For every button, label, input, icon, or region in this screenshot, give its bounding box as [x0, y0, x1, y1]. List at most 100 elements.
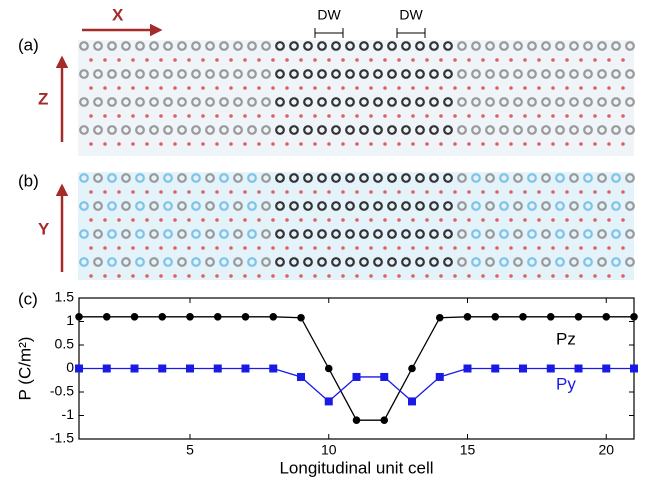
- atom: [131, 274, 135, 278]
- atom: [79, 41, 89, 51]
- atom: [145, 218, 149, 222]
- atom: [247, 173, 257, 183]
- structure-b: [78, 172, 635, 280]
- atom: [565, 246, 569, 250]
- atom: [243, 142, 247, 146]
- atom: [135, 125, 145, 135]
- atom: [551, 218, 555, 222]
- atom: [383, 142, 387, 146]
- atom: [359, 173, 369, 183]
- atom: [551, 142, 555, 146]
- atom: [121, 201, 131, 211]
- atom: [523, 218, 527, 222]
- atom: [177, 201, 187, 211]
- atom: [317, 97, 327, 107]
- atom: [355, 246, 359, 250]
- atom: [79, 257, 89, 267]
- atom: [229, 218, 233, 222]
- atom: [481, 274, 485, 278]
- atom: [145, 274, 149, 278]
- atom: [257, 86, 261, 90]
- atom: [593, 114, 597, 118]
- atom: [345, 97, 355, 107]
- atom: [313, 86, 317, 90]
- atom: [607, 274, 611, 278]
- atom: [425, 274, 429, 278]
- atom: [173, 114, 177, 118]
- atom: [131, 114, 135, 118]
- atom: [149, 173, 159, 183]
- atom: [425, 190, 429, 194]
- atom: [373, 201, 383, 211]
- atom: [355, 58, 359, 62]
- marker: [602, 313, 611, 321]
- marker: [630, 364, 638, 373]
- atom: [439, 114, 443, 118]
- atom: [397, 190, 401, 194]
- atom: [303, 229, 313, 239]
- atom: [513, 257, 523, 267]
- atom: [593, 142, 597, 146]
- atom: [369, 246, 373, 250]
- atom: [411, 86, 415, 90]
- atom: [341, 274, 345, 278]
- atom: [163, 229, 173, 239]
- atom: [383, 246, 387, 250]
- atom: [275, 125, 285, 135]
- atom: [397, 246, 401, 250]
- axis-arrow-label: Z: [38, 89, 48, 108]
- atom: [439, 142, 443, 146]
- atom: [593, 58, 597, 62]
- atom: [471, 125, 481, 135]
- panel-label: (b): [18, 171, 39, 190]
- atom: [397, 86, 401, 90]
- atom: [471, 229, 481, 239]
- atom: [107, 69, 117, 79]
- atom: [313, 274, 317, 278]
- atom: [439, 246, 443, 250]
- atom: [355, 218, 359, 222]
- atom: [425, 58, 429, 62]
- atom: [205, 125, 215, 135]
- atom: [537, 274, 541, 278]
- atom: [229, 246, 233, 250]
- atom: [555, 257, 565, 267]
- atom: [257, 114, 261, 118]
- atom: [569, 69, 579, 79]
- atom: [131, 58, 135, 62]
- atom: [583, 41, 593, 51]
- atom: [103, 246, 107, 250]
- atom: [523, 114, 527, 118]
- atom: [261, 257, 271, 267]
- atom: [79, 97, 89, 107]
- atom: [219, 97, 229, 107]
- atom: [369, 190, 373, 194]
- atom: [177, 41, 187, 51]
- atom: [187, 246, 191, 250]
- atom: [257, 246, 261, 250]
- atom: [471, 173, 481, 183]
- atom: [485, 125, 495, 135]
- atom: [107, 125, 117, 135]
- atom: [93, 69, 103, 79]
- atom: [233, 173, 243, 183]
- atom: [551, 114, 555, 118]
- atom: [555, 69, 565, 79]
- atom: [411, 218, 415, 222]
- atom: [271, 86, 275, 90]
- atom: [471, 41, 481, 51]
- atom: [317, 229, 327, 239]
- atom: [443, 257, 453, 267]
- atom: [103, 190, 107, 194]
- atom: [411, 142, 415, 146]
- atom: [597, 229, 607, 239]
- atom: [327, 86, 331, 90]
- atom: [219, 41, 229, 51]
- atom: [583, 173, 593, 183]
- atom: [89, 58, 93, 62]
- atom: [275, 257, 285, 267]
- atom: [611, 125, 621, 135]
- atom: [201, 218, 205, 222]
- atom: [415, 69, 425, 79]
- atom: [499, 257, 509, 267]
